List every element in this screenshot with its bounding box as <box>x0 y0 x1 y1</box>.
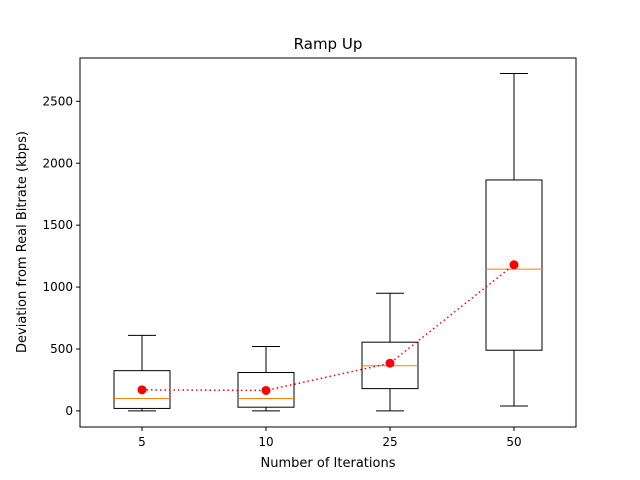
plot-area: 0 500 1000 1500 2000 2500 5 10 25 50 <box>42 72 543 449</box>
mean-point <box>509 260 519 270</box>
x-axis-label: Number of Iterations <box>261 456 396 471</box>
y-tick-label: 1500 <box>42 218 73 232</box>
mean-point <box>385 358 395 368</box>
mean-point <box>261 385 271 395</box>
y-tick-label: 1000 <box>42 280 73 294</box>
box-50 <box>485 179 543 351</box>
y-tick-label: 2500 <box>42 94 73 108</box>
y-axis-label: Deviation from Real Bitrate (kbps) <box>15 131 30 353</box>
mean-point <box>137 385 147 395</box>
y-tick-label: 2000 <box>42 156 73 170</box>
x-tick-label: 5 <box>138 435 146 449</box>
chart-title: Ramp Up <box>294 35 363 53</box>
mean-line <box>141 264 515 392</box>
y-tick-label: 0 <box>65 404 73 418</box>
y-tick-label: 500 <box>50 342 73 356</box>
x-tick-label: 50 <box>506 435 521 449</box>
axes-frame <box>79 57 577 428</box>
x-tick-label: 10 <box>258 435 273 449</box>
x-tick-label: 25 <box>382 435 397 449</box>
